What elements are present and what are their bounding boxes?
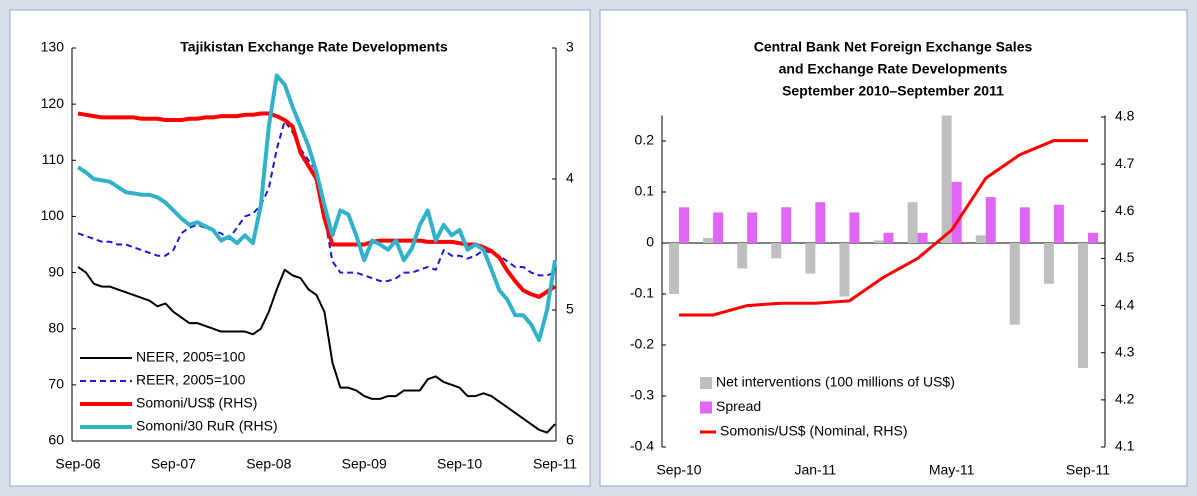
bar [1053,204,1064,243]
legend-label: Net interventions (100 millions of US$) [716,374,955,390]
x-tick-label: Sep-11 [1066,462,1110,478]
bar [917,232,928,243]
bar [1087,232,1098,243]
bar [1043,243,1054,284]
y2-tick-label: 3 [566,39,574,55]
bar [679,207,690,243]
line-series [76,73,557,343]
bar [839,243,850,297]
bar [873,240,884,243]
x-tick-label: Sep-10 [437,456,482,472]
x-tick-label: Sep-06 [55,456,100,472]
y2-tick-label: 6 [566,432,574,448]
x-tick-label: Sep-08 [246,456,291,472]
bar [669,243,680,294]
bar [781,207,792,243]
legend-label: NEER, 2005=100 [136,349,246,365]
line-series [77,266,556,434]
bar [849,212,860,243]
x-tick-label: Sep-07 [151,456,196,472]
y-tick-label: 80 [48,319,64,335]
y2-tick-label: 4.1 [1115,438,1135,454]
line-series [77,119,556,282]
bar [883,232,894,243]
y2-tick-label: 4.4 [1115,296,1135,312]
y-tick-label: -0.4 [630,438,654,454]
chart-title: and Exchange Rate Developments [779,61,1008,77]
legend-swatch [700,377,712,389]
y-tick-label: 0.2 [635,132,655,148]
legend-label: Somoni/30 RuR (RHS) [136,418,278,434]
chart-title: Central Bank Net Foreign Exchange Sales [754,39,1033,55]
legend-swatch [700,401,712,414]
y-tick-label: 120 [41,95,65,111]
chart-title: September 2010–September 2011 [782,83,1004,99]
line-series [679,139,1088,317]
bar [1019,207,1030,243]
y2-tick-label: 4.2 [1115,391,1135,407]
legend-label: Somonis/US$ (Nominal, RHS) [720,423,908,439]
y2-tick-label: 4 [566,170,574,186]
y-tick-label: 0 [646,234,654,250]
y2-tick-label: 4.6 [1115,202,1135,218]
bar [703,237,714,243]
y2-tick-label: 4.7 [1115,155,1135,171]
y2-tick-label: 5 [566,301,574,317]
y2-tick-label: 4.8 [1115,108,1135,124]
y-tick-label: 110 [42,151,65,167]
bar [713,212,724,243]
x-tick-label: May-11 [929,462,975,478]
legend-label: REER, 2005=100 [136,372,246,388]
bar [747,212,758,243]
bar [771,243,782,259]
y-tick-label: 60 [48,432,64,448]
left-panel [9,9,591,487]
bar [975,235,986,243]
y2-tick-label: 4.3 [1115,343,1135,359]
y2-tick-label: 4.5 [1115,249,1135,265]
x-tick-label: Sep-10 [656,462,701,478]
x-tick-label: Jan-11 [794,462,836,478]
y-tick-label: 90 [48,263,64,279]
y-tick-label: 100 [41,207,65,223]
y-tick-label: -0.3 [630,387,654,403]
legend-label: Somoni/US$ (RHS) [136,395,257,411]
y-tick-label: -0.2 [630,336,654,352]
bar [737,243,748,269]
legend-label: Spread [716,398,761,414]
bar [1009,243,1020,325]
y-tick-label: -0.1 [630,285,654,301]
bar [951,181,962,243]
bar [1077,243,1088,368]
y-tick-label: 0.1 [635,183,655,199]
bar [907,202,918,243]
bar [805,243,816,274]
x-tick-label: Sep-09 [342,456,387,472]
right-panel [599,9,1188,487]
bar [941,115,952,243]
bar [815,202,826,243]
y-tick-label: 130 [41,39,65,55]
bar [985,197,996,243]
chart-title: Tajikistan Exchange Rate Developments [180,39,448,55]
y-tick-label: 70 [48,376,64,392]
x-tick-label: Sep-11 [533,456,577,472]
